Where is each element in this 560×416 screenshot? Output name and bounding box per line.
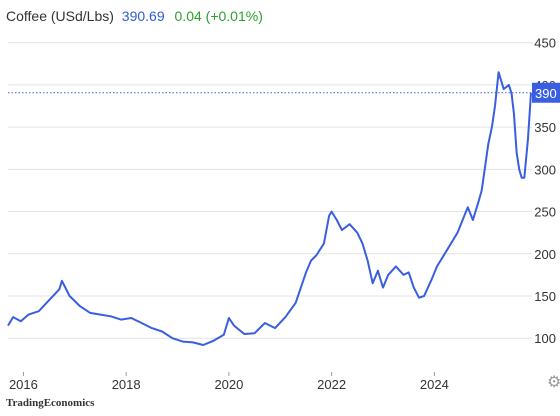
last-price-badge — [532, 82, 560, 103]
y-tick-label: 450 — [534, 36, 556, 51]
y-tick-label: 200 — [534, 247, 556, 262]
y-tick-label: 100 — [534, 331, 556, 346]
y-axis-ticks: 100150200250300350400450 — [534, 36, 556, 347]
current-price: 390.69 — [121, 8, 165, 24]
last-price-label: 390 — [535, 86, 557, 101]
x-tick-label: 2022 — [317, 377, 346, 392]
x-axis-ticks: 2016 2018 2020 2022 2024 — [9, 372, 449, 392]
y-tick-label: 250 — [534, 205, 556, 220]
grid — [8, 42, 532, 339]
y-tick-label: 150 — [534, 289, 556, 304]
commodity-title: Coffee (USd/Lbs) — [6, 8, 114, 24]
x-tick-label: 2018 — [112, 377, 141, 392]
y-tick-label: 350 — [534, 120, 556, 135]
gear-icon[interactable]: ⚙ — [547, 374, 560, 391]
brand-watermark: TradingEconomics — [6, 397, 95, 409]
x-tick-label: 2016 — [9, 377, 38, 392]
chart-header: Coffee (USd/Lbs) 390.69 0.04 (+0.01%) — [6, 8, 263, 24]
last-price-marker: 390 — [532, 82, 560, 103]
y-tick-label: 300 — [534, 162, 556, 177]
price-change: 0.04 (+0.01%) — [174, 8, 263, 24]
series-line — [7, 71, 532, 346]
x-tick-label: 2024 — [420, 377, 449, 392]
x-tick-label: 2020 — [214, 377, 243, 392]
